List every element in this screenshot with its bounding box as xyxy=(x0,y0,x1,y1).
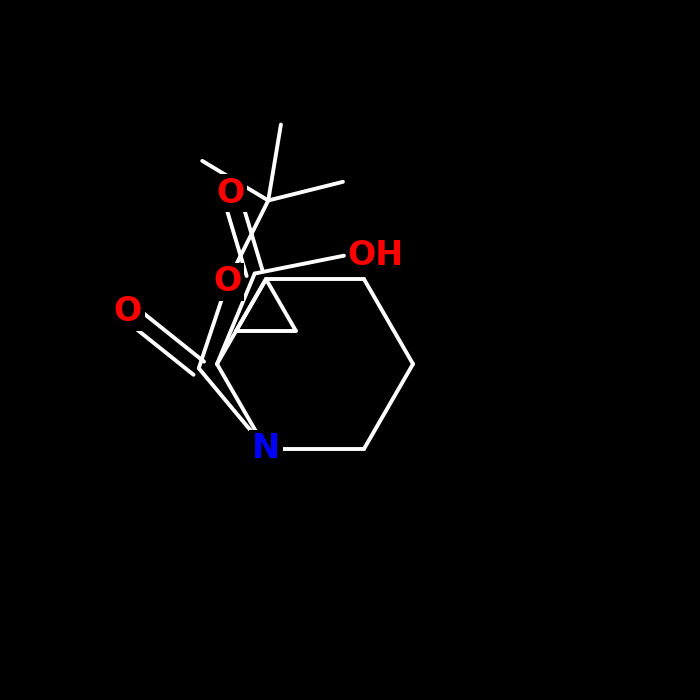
Text: N: N xyxy=(252,433,280,466)
Text: O: O xyxy=(216,176,245,209)
Text: O: O xyxy=(113,295,142,328)
Text: O: O xyxy=(214,265,242,298)
Text: OH: OH xyxy=(347,239,404,272)
